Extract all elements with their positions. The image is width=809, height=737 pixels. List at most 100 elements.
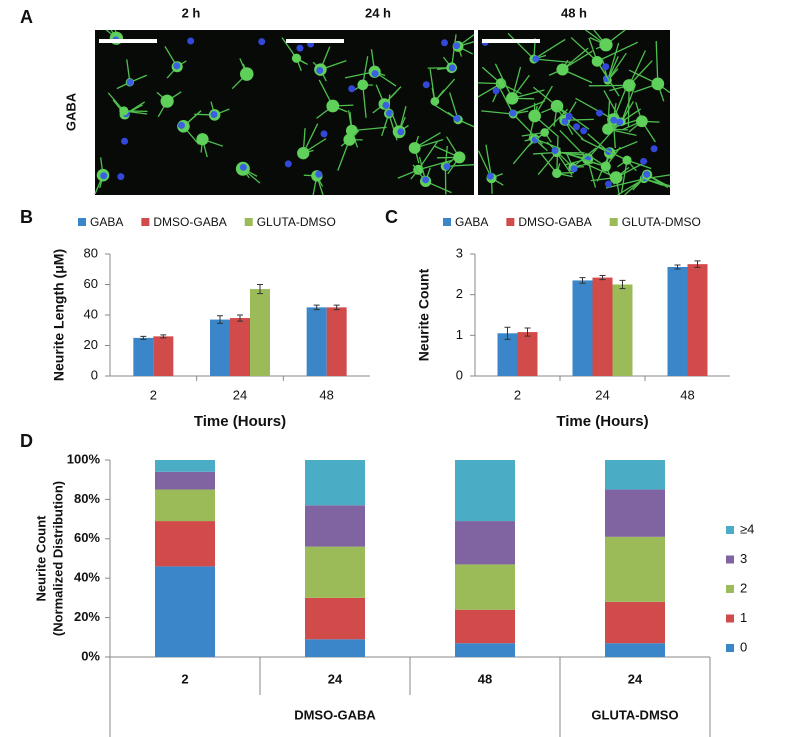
bar-segment xyxy=(305,639,365,657)
nucleus xyxy=(616,118,624,126)
x-tick-label: 24 xyxy=(628,671,643,686)
neurite xyxy=(512,113,543,145)
bar-segment xyxy=(155,460,215,472)
x-tick-label: 24 xyxy=(595,387,609,402)
bar xyxy=(210,319,230,376)
legend-label: GABA xyxy=(455,215,488,229)
error-bar xyxy=(237,314,243,322)
cell-body xyxy=(160,94,174,108)
nucleus xyxy=(573,123,581,131)
bar-segment xyxy=(305,597,365,640)
nucleus xyxy=(604,180,612,188)
cell-body xyxy=(119,106,129,116)
neurite xyxy=(607,42,620,81)
bar-segment xyxy=(305,546,365,598)
bar xyxy=(250,289,270,376)
legend-label: 0 xyxy=(740,639,747,654)
error-bar xyxy=(674,264,681,270)
neurite xyxy=(494,63,513,99)
legend-label: GLUTA-DMSO xyxy=(257,215,336,229)
neurite xyxy=(566,153,607,168)
bar-segment xyxy=(605,460,665,490)
cell-body xyxy=(408,142,421,154)
nucleus xyxy=(561,117,569,125)
nucleus xyxy=(570,165,578,173)
legend-label: 2 xyxy=(740,580,747,595)
neurite xyxy=(537,152,558,176)
neurite xyxy=(418,159,452,171)
neurite xyxy=(559,130,589,160)
neurite xyxy=(572,147,597,168)
nucleus xyxy=(296,44,304,52)
scale-bar xyxy=(482,39,540,43)
legend-swatch xyxy=(506,218,515,226)
nucleus xyxy=(492,87,500,95)
y-tick-label: 40% xyxy=(74,570,100,585)
error-bar xyxy=(619,279,626,290)
nucleus xyxy=(643,170,651,178)
group-label: DMSO-GABA xyxy=(294,707,376,722)
bar xyxy=(667,267,688,376)
panel-label: C xyxy=(385,207,398,227)
bar xyxy=(517,332,538,376)
y-tick-label: 60% xyxy=(74,530,100,545)
y-tick-label: 80% xyxy=(74,491,100,506)
x-axis-label: Time (Hours) xyxy=(194,413,286,430)
error-bar xyxy=(217,315,223,324)
cell-body xyxy=(239,67,254,81)
legend-swatch xyxy=(244,218,253,226)
cell-body xyxy=(357,79,369,91)
nucleus xyxy=(422,176,430,184)
scale-bar xyxy=(99,39,157,43)
error-bar xyxy=(504,326,511,340)
neurite xyxy=(605,178,645,189)
nucleus xyxy=(602,63,610,71)
cell-body xyxy=(326,99,340,113)
y-tick-label: 0 xyxy=(91,367,98,382)
nucleus xyxy=(610,116,618,124)
legend-swatch xyxy=(726,614,734,623)
nucleus xyxy=(443,163,451,171)
y-tick-label: 2 xyxy=(456,286,463,301)
scale-bar xyxy=(286,39,344,43)
nucleus xyxy=(126,78,134,86)
neurite xyxy=(655,41,659,84)
bar xyxy=(497,333,518,376)
neurite xyxy=(450,34,457,68)
nucleus xyxy=(640,157,648,165)
x-tick-label: 2 xyxy=(181,671,188,686)
nucleus xyxy=(509,109,517,117)
nucleus xyxy=(284,160,292,168)
legend-swatch xyxy=(609,218,618,226)
neurite xyxy=(570,37,598,62)
nucleus xyxy=(316,66,324,74)
cell-body xyxy=(505,92,519,105)
bar-segment xyxy=(305,505,365,547)
cell-body xyxy=(430,96,440,106)
cell-body xyxy=(413,164,424,175)
y-axis-label: Neurite Count xyxy=(416,268,432,361)
bar xyxy=(687,264,708,376)
cell-body xyxy=(550,99,564,113)
legend-swatch xyxy=(443,218,451,226)
bar-segment xyxy=(155,566,215,657)
neurite xyxy=(512,100,545,115)
neurite xyxy=(596,41,639,62)
legend-label: GLUTA-DMSO xyxy=(622,215,701,229)
nucleus xyxy=(121,137,129,145)
y-tick-label: 3 xyxy=(456,245,463,260)
nucleus xyxy=(551,147,559,155)
cell-body xyxy=(453,151,466,164)
bar xyxy=(153,336,174,376)
nucleus xyxy=(448,64,456,72)
cell-body xyxy=(636,115,648,128)
nucleus xyxy=(453,42,461,50)
group-label: GLUTA-DMSO xyxy=(591,707,678,722)
nucleus xyxy=(210,110,218,118)
bar-segment xyxy=(155,521,215,567)
y-tick-label: 100% xyxy=(67,451,101,466)
nucleus xyxy=(382,101,390,109)
error-bar xyxy=(333,304,340,311)
legend-label: 3 xyxy=(740,551,747,566)
